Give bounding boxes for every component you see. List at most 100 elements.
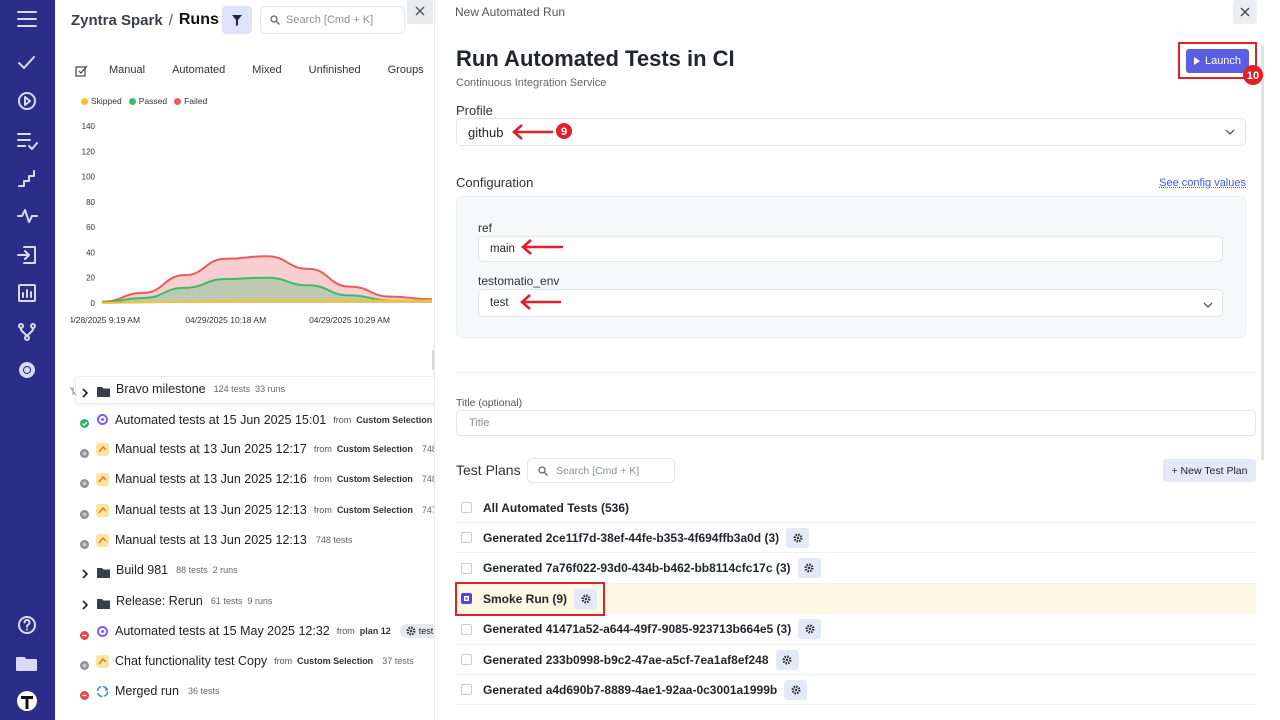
plan-row[interactable]: Generated 7a76f022-93d0-434b-b462-bb8114…	[456, 554, 1256, 584]
tests-icon[interactable]	[18, 56, 35, 69]
sidebar-icons	[16, 11, 38, 671]
search-box[interactable]: Search [Cmd + K]	[260, 6, 405, 34]
analytics-bars	[22, 289, 32, 298]
run-row[interactable]: Manual tests at 13 Jun 2025 12:13 from Cus…	[70, 500, 434, 522]
resize-handle[interactable]	[432, 350, 434, 370]
expand-chevron[interactable]	[82, 597, 89, 615]
tab[interactable]: Manual	[109, 64, 146, 76]
plan-row[interactable]: All Automated Tests (536)	[456, 493, 1256, 523]
run-group[interactable]: Build 981 88 tests 2 runs	[70, 560, 434, 584]
plan-checkbox[interactable]	[461, 623, 472, 635]
run-row[interactable]: Manual tests at 13 Jun 2025 12:17 from Cus…	[70, 439, 434, 461]
run-text: Manual tests at 13 Jun 2025 12:13 748 tes…	[115, 533, 352, 547]
profile-select[interactable]: github	[456, 118, 1246, 146]
type-icon	[96, 655, 109, 673]
steps-icon[interactable]	[18, 170, 35, 187]
plan-checkbox[interactable]	[461, 593, 472, 605]
plan-row[interactable]: Smoke Run (9)	[456, 584, 1256, 615]
run-text: Manual tests at 13 Jun 2025 12:17 from Cus…	[115, 442, 434, 456]
field-input[interactable]: main	[478, 236, 1223, 262]
plan-settings[interactable]	[775, 649, 799, 670]
close-panel[interactable]	[407, 0, 433, 24]
tab[interactable]: Groups	[387, 64, 424, 76]
group-tests: 124 tests	[213, 384, 251, 394]
run-group[interactable]: Bravo milestone 124 tests 33 runs	[69, 376, 434, 404]
chevron	[1225, 129, 1235, 135]
plan-settings[interactable]	[784, 679, 808, 700]
tab[interactable]: Automated	[172, 64, 226, 76]
run-row[interactable]: Manual tests at 13 Jun 2025 12:16 from Cus…	[70, 469, 434, 491]
plan-row[interactable]: Generated 41471a52-a644-49f7-9085-923713…	[456, 615, 1256, 645]
filter-button[interactable]	[222, 6, 252, 34]
run-row[interactable]: Automated tests at 15 May 2025 12:32 from…	[70, 621, 434, 643]
check	[78, 65, 88, 74]
plans-icon[interactable]	[17, 133, 38, 150]
run-row[interactable]: Automated tests at 15 Jun 2025 15:01 from…	[70, 409, 434, 431]
run-title: Manual tests at 13 Jun 2025 12:16	[115, 472, 307, 486]
import-icon[interactable]	[17, 246, 36, 264]
projects-icon[interactable]	[16, 657, 37, 671]
plan-checkbox[interactable]	[461, 562, 472, 574]
plan-name: Generated a4d690b7-8889-4ae1-92aa-0c3001…	[483, 682, 778, 697]
settings-icon[interactable]	[19, 362, 35, 378]
icon-part	[97, 414, 108, 425]
plan-row[interactable]: Generated a4d690b7-8889-4ae1-92aa-0c3001…	[456, 675, 1256, 706]
run-count: 748 tests	[315, 535, 353, 545]
icon-part	[98, 536, 107, 544]
title-input[interactable]: Title	[456, 410, 1256, 436]
tab[interactable]: Mixed	[252, 64, 282, 76]
square	[75, 66, 86, 77]
field-select[interactable]: test	[478, 289, 1223, 317]
expand-chevron[interactable]	[82, 566, 89, 584]
plan-checkbox[interactable]	[461, 502, 472, 513]
runs-icon[interactable]	[18, 92, 36, 110]
plan-checkbox[interactable]	[461, 532, 472, 544]
run-row[interactable]: Merged run 36 tests	[70, 681, 434, 703]
scrollbar[interactable]	[1261, 45, 1264, 460]
triangle	[1193, 57, 1200, 65]
launch-button[interactable]: Launch	[1186, 49, 1249, 73]
page-name: Runs	[178, 11, 219, 28]
plan-row[interactable]: Generated 2ce11f7d-38ef-44fe-b353-4f694f…	[456, 523, 1256, 554]
lens	[270, 15, 278, 23]
run-group[interactable]: Release: Rerun 61 tests 9 runs	[70, 591, 434, 615]
plan-row[interactable]: Generated 233b0998-b9c2-47ae-a5cf-7ea1af…	[456, 645, 1256, 675]
plan-name: Smoke Run (9)	[483, 591, 568, 606]
plan-checkbox[interactable]	[461, 654, 472, 665]
icon-part	[807, 567, 811, 570]
icon-part	[96, 504, 109, 517]
analytics-icon[interactable]	[18, 284, 36, 302]
project-name[interactable]: Zyntra Spark	[71, 11, 163, 29]
legend-item[interactable]: Passed	[128, 96, 167, 106]
close-icon	[1240, 7, 1250, 17]
run-row[interactable]: Manual tests at 13 Jun 2025 12:13 748 tes…	[70, 530, 434, 552]
drag-handle[interactable]	[69, 383, 77, 401]
legend-item[interactable]: Failed	[174, 96, 207, 106]
legend-item[interactable]: Skipped	[81, 96, 122, 106]
menu-icon[interactable]	[17, 11, 37, 27]
icon-part	[101, 630, 104, 633]
close-modal[interactable]	[1233, 0, 1257, 24]
legend-swatch	[128, 97, 136, 105]
pulse-icon[interactable]	[17, 209, 38, 223]
icon-part	[804, 563, 814, 573]
plans-search[interactable]: Search [Cmd + K]	[527, 458, 675, 483]
run-row[interactable]: Chat functionality test Copy from Custom S…	[70, 651, 434, 673]
plan-settings[interactable]	[786, 527, 810, 548]
help-icon[interactable]	[18, 616, 36, 634]
icon-part	[82, 512, 87, 517]
group-runs: 33 runs	[255, 384, 286, 394]
tab[interactable]: Unfinished	[308, 64, 361, 76]
legend-swatch	[174, 97, 182, 105]
expand-chevron[interactable]	[82, 385, 89, 403]
config-link[interactable]: See config values	[1159, 177, 1246, 189]
run-source: plan 12	[359, 626, 391, 636]
plan-settings[interactable]	[797, 558, 821, 579]
play-icon	[1193, 57, 1200, 65]
help-mark	[23, 619, 31, 631]
plan-settings[interactable]	[574, 588, 598, 609]
select-all-icon[interactable]	[75, 64, 88, 77]
plan-checkbox[interactable]	[461, 684, 472, 696]
new-test-plan[interactable]: + New Test Plan	[1163, 459, 1256, 482]
plan-settings[interactable]	[798, 619, 822, 640]
